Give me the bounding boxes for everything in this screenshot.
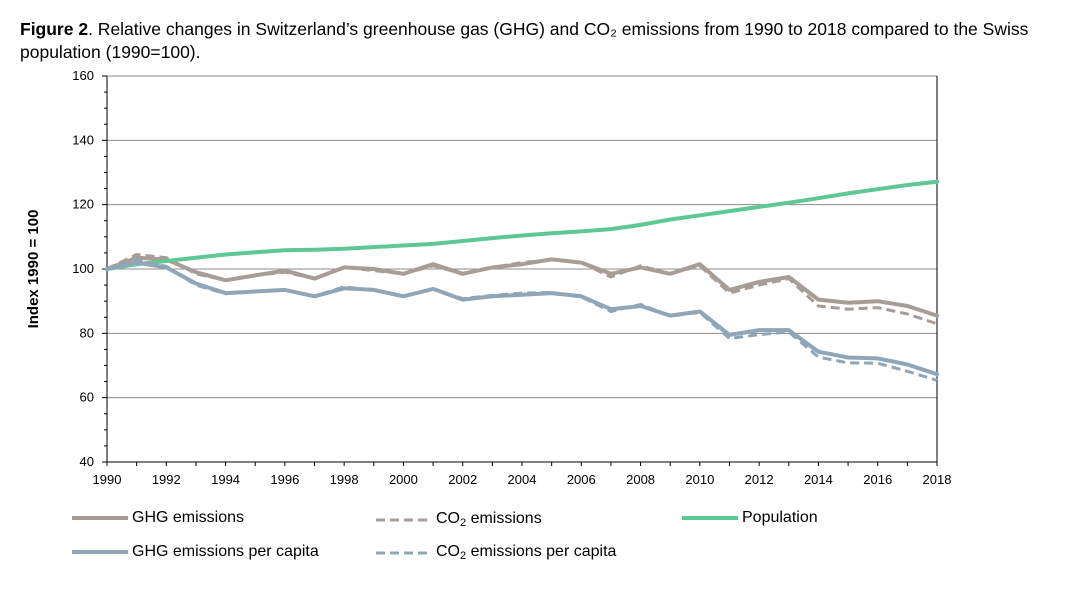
gridlines — [107, 75, 937, 399]
legend-swatch-co2-per-capita — [376, 551, 432, 554]
legend-label-co2-per-capita: CO2 emissions per capita — [436, 543, 617, 562]
legend-label-population: Population — [742, 509, 818, 526]
line-chart: 40 60 80 100 120 140 160 1990 1992 1994 1996 1998 2… — [25, 68, 952, 487]
series-line-population — [105, 179, 939, 271]
series-line-co2 — [106, 253, 938, 326]
x-tick-label-1990: 1990 — [93, 472, 122, 487]
legend-item-co2: CO2 emissions — [376, 510, 542, 529]
series-line-co2_pc — [106, 258, 938, 382]
series-lines — [105, 179, 939, 382]
axes — [102, 75, 938, 466]
x-tick-label-2012: 2012 — [745, 472, 774, 487]
x-tick-label-2006: 2006 — [567, 472, 596, 487]
y-tick-label-160: 160 — [72, 68, 94, 83]
x-tick-label-1994: 1994 — [211, 472, 240, 487]
y-tick-label-100: 100 — [72, 261, 94, 276]
x-tick-label-2008: 2008 — [626, 472, 655, 487]
legend-swatch-ghg — [72, 516, 128, 520]
series-line-ghg — [105, 255, 939, 318]
x-tick-label-2000: 2000 — [389, 472, 418, 487]
y-tick-label-140: 140 — [72, 132, 94, 147]
x-tick-label-1992: 1992 — [152, 472, 181, 487]
x-tick-label-2010: 2010 — [685, 472, 714, 487]
legend-label-ghg-per-capita: GHG emissions per capita — [132, 543, 319, 560]
x-tick-label-2004: 2004 — [508, 472, 537, 487]
x-tick-label-1998: 1998 — [330, 472, 359, 487]
x-tick-label-2014: 2014 — [804, 472, 833, 487]
legend-label-ghg: GHG emissions — [132, 509, 245, 526]
legend-item-ghg-per-capita: GHG emissions per capita — [72, 543, 319, 561]
x-tick-label-2018: 2018 — [923, 472, 952, 487]
caption-label: Figure 2 — [20, 19, 89, 39]
x-tick-label-1996: 1996 — [270, 472, 299, 487]
legend-item-co2-per-capita: CO2 emissions per capita — [376, 543, 616, 562]
legend-swatch-population — [682, 516, 738, 520]
y-tick-label-40: 40 — [80, 454, 94, 469]
x-tick-labels: 1990 1992 1994 1996 1998 2000 2002 2004 2006 2008… — [93, 472, 952, 487]
y-tick-label-80: 80 — [80, 325, 94, 340]
y-tick-label-120: 120 — [72, 197, 94, 212]
legend-swatch-co2 — [376, 518, 432, 521]
legend-item-ghg: GHG emissions — [72, 509, 244, 527]
y-tick-label-60: 60 — [80, 390, 94, 405]
figure-caption: Figure 2. Relative changes in Switzerlan… — [20, 18, 1070, 64]
legend-swatch-ghg-per-capita — [72, 550, 128, 554]
y-tick-labels: 40 60 80 100 120 140 160 — [72, 68, 94, 469]
x-tick-label-2002: 2002 — [448, 472, 477, 487]
y-axis-label: Index 1990 = 100 — [25, 210, 42, 329]
legend-label-co2: CO2 emissions — [436, 510, 542, 529]
legend-item-population: Population — [682, 509, 818, 527]
x-tick-label-2016: 2016 — [863, 472, 892, 487]
caption-text: . Relative changes in Switzerland’s gree… — [20, 19, 1029, 62]
